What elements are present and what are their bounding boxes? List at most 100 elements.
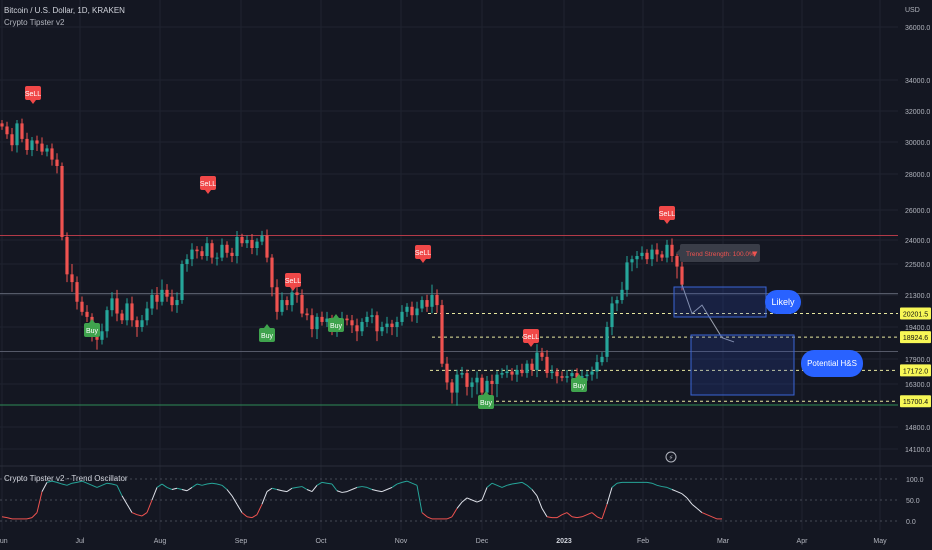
oscillator-segment xyxy=(306,489,313,493)
buy-signal-pointer xyxy=(264,324,270,328)
oscillator-segment xyxy=(586,512,593,516)
oscillator-segment xyxy=(231,495,238,505)
candle-body xyxy=(0,123,4,127)
candle-body xyxy=(260,235,264,242)
sell-signal-marker xyxy=(523,329,539,343)
candle-body xyxy=(390,323,394,327)
x-tick-label: 2023 xyxy=(556,538,572,545)
oscillator-segment xyxy=(531,489,538,497)
candle-body xyxy=(65,237,69,275)
candle-body xyxy=(110,298,114,311)
y-tick-label: 14800.0 xyxy=(905,425,930,432)
x-tick-label: Dec xyxy=(476,538,489,545)
signal-label: Buy xyxy=(573,383,586,390)
oscillator-segment xyxy=(51,480,58,483)
buy-signal-pointer xyxy=(483,391,489,395)
x-tick-label: Jun xyxy=(0,538,8,545)
oscillator-segment xyxy=(201,483,208,486)
oscillator-segment xyxy=(26,517,33,520)
signal-label: SeLL xyxy=(285,278,301,285)
candle-body xyxy=(250,240,254,248)
oscillator-tick-label: 50.0 xyxy=(906,498,920,505)
candle-body xyxy=(25,138,29,150)
oscillator-segment xyxy=(36,491,43,513)
candle-body xyxy=(510,371,514,375)
oscillator-segment xyxy=(136,514,143,517)
oscillator-segment xyxy=(91,484,98,488)
price-level-tag xyxy=(900,395,931,408)
y-tick-label: 21300.0 xyxy=(905,293,930,300)
candle-body xyxy=(125,303,129,321)
candle-body xyxy=(20,123,24,139)
oscillator-segment xyxy=(151,487,158,501)
candle-body xyxy=(485,380,489,393)
candle-body xyxy=(5,126,9,135)
oscillator-segment xyxy=(186,486,193,492)
sell-signal-pointer xyxy=(205,190,211,194)
candle-body xyxy=(270,257,274,288)
oscillator-segment xyxy=(501,484,508,488)
oscillator-segment xyxy=(446,516,453,520)
candle-body xyxy=(375,315,379,332)
candle-body xyxy=(15,123,19,146)
candle-body xyxy=(70,274,74,283)
oscillator-segment xyxy=(106,482,113,485)
buy-signal-marker xyxy=(478,395,494,409)
oscillator-segment xyxy=(31,512,38,518)
oscillator-segment xyxy=(71,481,78,484)
candle-body xyxy=(130,303,134,321)
oscillator-segment xyxy=(416,485,423,513)
oscillator-segment xyxy=(461,497,468,503)
buy-signal-pointer xyxy=(89,319,95,323)
oscillator-segment xyxy=(561,512,568,516)
oscillator-segment xyxy=(76,480,83,483)
oscillator-segment xyxy=(391,483,398,488)
y-tick-label: 16300.0 xyxy=(905,382,930,389)
signal-label: SeLL xyxy=(523,334,539,341)
candle-body xyxy=(455,374,459,393)
oscillator-segment xyxy=(516,481,523,484)
oscillator-segment xyxy=(471,499,478,503)
candle-body xyxy=(440,305,444,364)
candle-body xyxy=(180,264,184,301)
candle-body xyxy=(150,295,154,309)
oscillator-segment xyxy=(146,499,153,513)
buy-signal-pointer xyxy=(333,314,339,318)
oscillator-segment xyxy=(331,483,338,492)
price-level-label: 18924.6 xyxy=(903,335,928,342)
sell-signal-pointer xyxy=(30,100,36,104)
oscillator-segment xyxy=(656,484,663,488)
oscillator-segment xyxy=(96,484,103,488)
oscillator-segment xyxy=(6,517,13,520)
candle-body xyxy=(480,377,484,393)
oscillator-segment xyxy=(466,497,473,501)
candle-body xyxy=(630,259,634,263)
candle-body xyxy=(220,244,224,258)
x-tick-label: Jul xyxy=(76,538,85,545)
candle-body xyxy=(365,316,369,322)
candle-body xyxy=(245,240,249,244)
candle-body xyxy=(470,382,474,387)
oscillator-segment xyxy=(521,481,528,486)
oscillator-segment xyxy=(691,503,698,509)
oscillator-tick-label: 0.0 xyxy=(906,519,916,526)
oscillator-segment xyxy=(351,486,358,490)
x-tick-label: May xyxy=(873,538,887,545)
oscillator-segment xyxy=(696,508,703,513)
candle-body xyxy=(40,143,44,152)
oscillator-segment xyxy=(111,483,118,486)
oscillator-segment xyxy=(161,483,168,488)
lightning-icon[interactable] xyxy=(665,451,677,463)
y-tick-label: 22500.0 xyxy=(905,262,930,269)
oscillator-segment xyxy=(281,490,288,493)
oscillator-segment xyxy=(246,516,253,519)
candle-body xyxy=(420,300,424,309)
x-tick-label: Sep xyxy=(235,538,248,545)
oscillator-segment xyxy=(1,516,8,519)
oscillator-segment xyxy=(496,484,503,488)
candle-body xyxy=(495,374,499,384)
candle-body xyxy=(100,331,104,340)
candle-body xyxy=(285,300,289,306)
candle-body xyxy=(120,313,124,321)
